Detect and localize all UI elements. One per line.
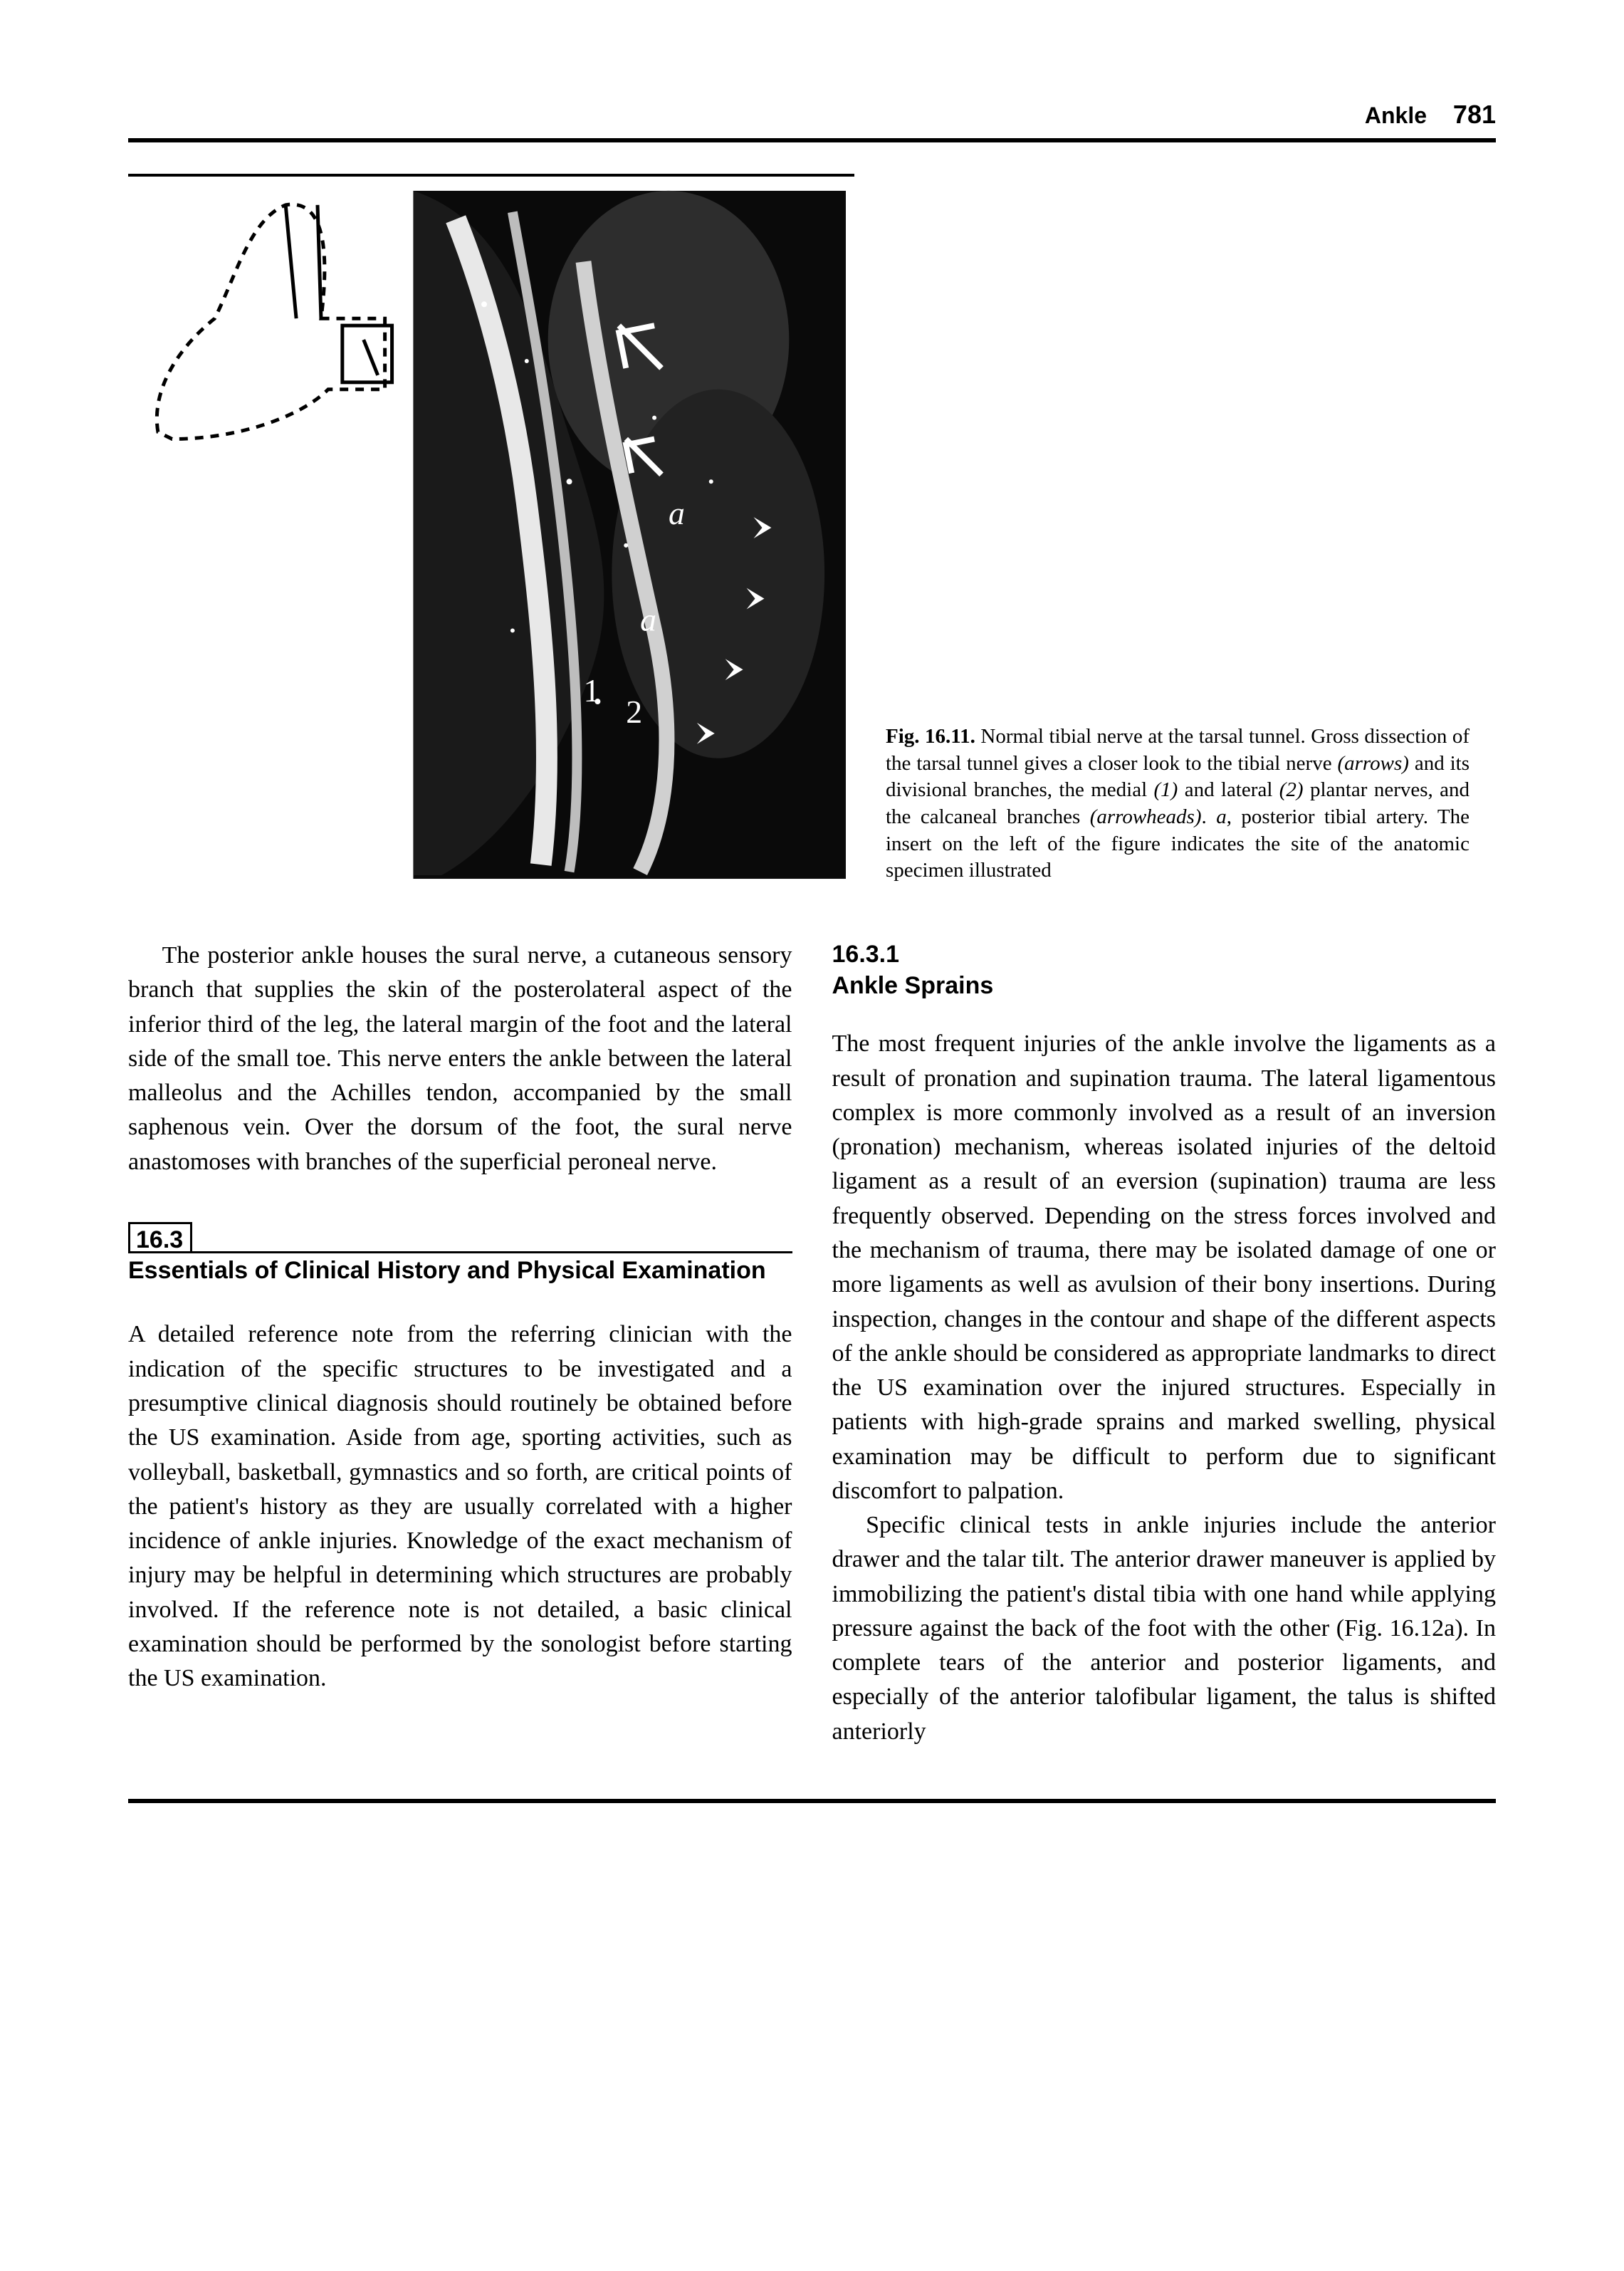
caption-a: a xyxy=(1216,805,1227,828)
right-p1: The most frequent injuries of the ankle … xyxy=(832,1027,1497,1508)
subsection-number: 16.3.1 xyxy=(832,939,1497,970)
caption-t5: . xyxy=(1202,805,1217,828)
running-header: Ankle 781 xyxy=(128,100,1496,130)
body-columns: The posterior ankle houses the sural ner… xyxy=(128,939,1496,1749)
figure-caption: Fig. 16.11. Normal tibial nerve at the t… xyxy=(886,724,1470,886)
figure-image: a a 1 2 xyxy=(128,174,854,886)
right-column: 16.3.1 Ankle Sprains The most frequent i… xyxy=(832,939,1497,1749)
figure-label: Fig. 16.11. xyxy=(886,725,975,748)
caption-two: (2) xyxy=(1279,778,1304,801)
page-number: 781 xyxy=(1453,100,1496,129)
bottom-rule xyxy=(128,1799,1496,1803)
caption-arrows: (arrows) xyxy=(1337,752,1408,775)
top-rule xyxy=(128,138,1496,142)
chapter-name: Ankle xyxy=(1365,103,1427,128)
figure-block: a a 1 2 Fig. 16.11. Normal tibial nerve … xyxy=(128,174,1496,886)
overlay-label-a2: a xyxy=(640,601,656,637)
caption-t3: and lateral xyxy=(1178,778,1279,801)
left-para-block-1: The posterior ankle houses the sural ner… xyxy=(128,939,792,1179)
anatomical-dissection-illustration: a a 1 2 xyxy=(128,177,854,886)
subsection-title: Ankle Sprains xyxy=(832,970,1497,1001)
overlay-label-2: 2 xyxy=(626,694,642,730)
left-p1: The posterior ankle houses the sural ner… xyxy=(128,939,792,1179)
section-heading: 16.3 Essentials of Clinical History and … xyxy=(128,1222,792,1287)
section-title: Essentials of Clinical History and Physi… xyxy=(128,1251,792,1286)
section-number: 16.3 xyxy=(128,1222,192,1253)
caption-one: (1) xyxy=(1154,778,1178,801)
overlay-label-a1: a xyxy=(669,495,685,531)
overlay-label-1: 1 xyxy=(583,672,599,709)
left-column: The posterior ankle houses the sural ner… xyxy=(128,939,792,1749)
left-p2: A detailed reference note from the refer… xyxy=(128,1317,792,1696)
caption-arrowheads: (arrowheads) xyxy=(1090,805,1202,828)
right-p2: Specific clinical tests in ankle injurie… xyxy=(832,1508,1497,1749)
